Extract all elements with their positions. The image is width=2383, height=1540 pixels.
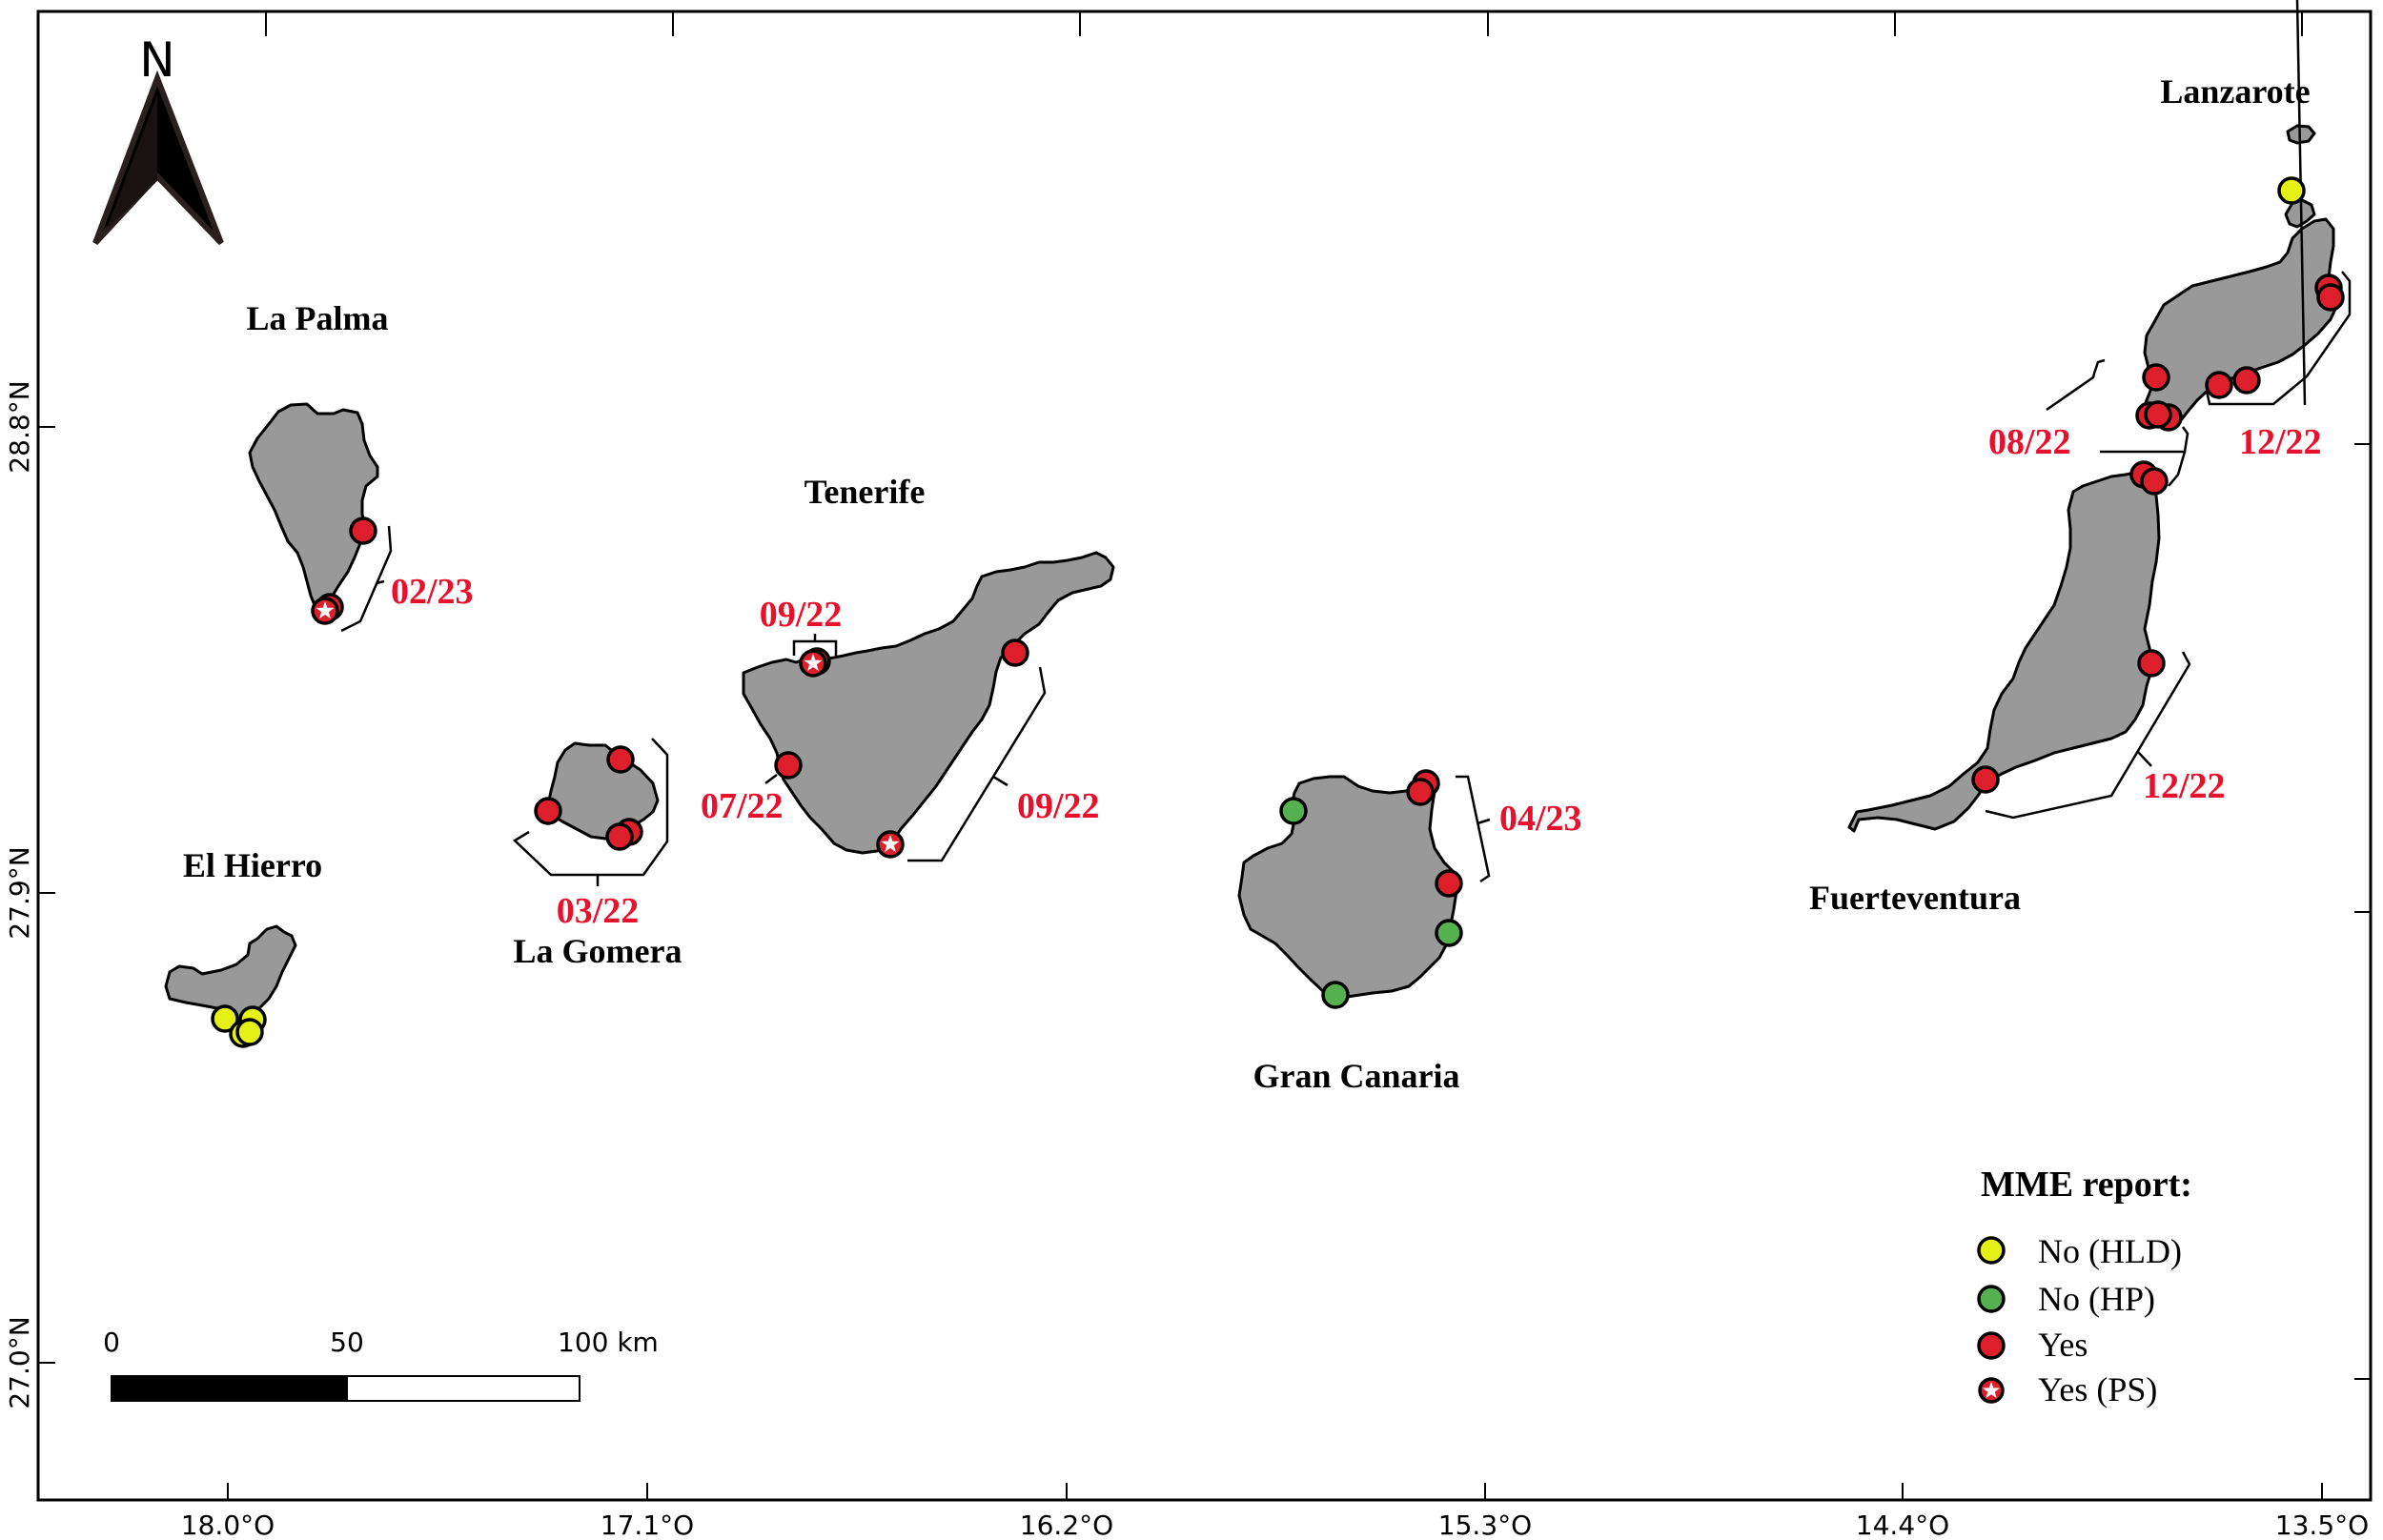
svg-text:Yes: Yes — [2038, 1326, 2088, 1364]
y-axis: 28.8°N 27.9°N 27.0°N — [4, 380, 55, 1409]
map-frame — [36, 10, 2373, 1502]
x-tick-label: 16.2°O — [1020, 1510, 1113, 1540]
green-circle-icon — [1977, 1285, 2006, 1313]
y-tick-label: 28.8°N — [4, 380, 35, 473]
island-el-hierro — [164, 924, 297, 1022]
north-arrow: N — [92, 32, 224, 246]
scale-label-50: 50 — [330, 1327, 364, 1358]
date-labels: 02/23 03/22 09/22 07/22 09/22 04/23 08/2… — [391, 422, 2322, 931]
legend-item-no-hp: No (HP) — [1977, 1280, 2155, 1318]
site-marker-yes — [605, 822, 634, 851]
date-label-tenerife-southeast: 09/22 — [1017, 786, 1100, 826]
site-marker-yes — [2140, 467, 2169, 496]
site-marker-yes — [2137, 649, 2166, 678]
label-lanzarote: Lanzarote — [2160, 72, 2310, 111]
site-marker-yes — [2144, 400, 2172, 429]
site-marker-yes — [1001, 638, 1029, 667]
x-axis: 18.0°O 17.1°O 16.2°O 15.3°O 14.4°O 13.5°… — [181, 1483, 2369, 1540]
site-marker-yes — [1406, 778, 1435, 806]
yellow-circle-icon — [1977, 1236, 2006, 1265]
islands — [164, 124, 2339, 1022]
x-tick-label: 14.4°O — [1856, 1510, 1949, 1540]
top-ticks — [265, 11, 2303, 36]
x-tick-label: 15.3°O — [1438, 1510, 1532, 1540]
site-marker-yes — [2316, 283, 2345, 312]
svg-text:No (HLD): No (HLD) — [2038, 1232, 2182, 1270]
svg-text:No (HP): No (HP) — [2038, 1280, 2155, 1318]
scale-bar: 0 50 100 km — [103, 1327, 659, 1402]
site-marker-no-hp — [1279, 797, 1308, 825]
x-tick-label: 17.1°O — [601, 1510, 694, 1540]
site-marker-yes — [1435, 869, 1463, 898]
star-icon — [881, 835, 900, 853]
site-marker-yes — [2232, 366, 2261, 395]
site-marker-yes — [1971, 765, 2000, 794]
island-la-palma — [248, 402, 379, 612]
site-marker-yes — [349, 517, 377, 545]
label-el-hierro: El Hierro — [183, 846, 322, 884]
date-label-fuerteventura: 12/22 — [2143, 766, 2226, 806]
scale-label-0: 0 — [103, 1327, 120, 1358]
label-tenerife: Tenerife — [805, 473, 926, 511]
site-markers — [211, 176, 2345, 1048]
date-label-la-gomera: 03/22 — [557, 891, 640, 931]
site-marker-no-hp — [1435, 919, 1463, 947]
site-marker-no-hld — [211, 1004, 239, 1033]
date-label-lanzarote-west: 08/22 — [1988, 422, 2071, 462]
label-gran-canaria: Gran Canaria — [1253, 1057, 1459, 1095]
date-label-la-palma: 02/23 — [391, 572, 474, 612]
svg-text:Yes (PS): Yes (PS) — [2038, 1370, 2157, 1408]
island-lanzarote — [2141, 217, 2339, 427]
label-la-gomera: La Gomera — [514, 932, 682, 970]
island-labels: La Palma El Hierro La Gomera Tenerife Gr… — [183, 72, 2311, 1095]
right-ticks — [2354, 443, 2371, 1380]
site-marker-no-hld — [2277, 176, 2306, 205]
x-tick-label: 13.5°O — [2275, 1510, 2369, 1540]
island-gran-canaria — [1237, 775, 1458, 1001]
site-marker-no-hp — [1321, 981, 1350, 1009]
report-brackets — [340, 0, 2352, 886]
legend-item-yes-ps: Yes (PS) — [1978, 1370, 2157, 1408]
site-marker-yes — [774, 751, 803, 780]
legend-title: MME report: — [1981, 1165, 2192, 1205]
site-marker-yes — [2142, 363, 2170, 392]
label-la-palma: La Palma — [247, 299, 389, 337]
star-icon — [316, 601, 335, 619]
island-la-gomera — [546, 741, 660, 841]
site-marker-yes — [606, 745, 635, 774]
site-marker-yes — [534, 797, 562, 825]
island-fuerteventura — [1847, 465, 2161, 833]
date-label-gran-canaria: 04/23 — [1499, 799, 1582, 839]
scale-label-100: 100 km — [558, 1327, 659, 1358]
legend-item-no-hld: No (HLD) — [1977, 1232, 2182, 1270]
date-label-tenerife-north: 09/22 — [760, 595, 843, 635]
y-tick-label: 27.0°N — [4, 1316, 35, 1408]
x-tick-label: 18.0°O — [181, 1510, 275, 1540]
y-tick-label: 27.9°N — [4, 846, 35, 939]
island-tenerife — [742, 551, 1115, 855]
date-label-tenerife-west: 07/22 — [701, 786, 784, 826]
star-icon — [1983, 1382, 2000, 1398]
red-circle-icon — [1977, 1331, 2006, 1360]
date-label-lanzarote-east: 12/22 — [2239, 422, 2322, 462]
label-fuerteventura: Fuerteventura — [1809, 879, 2021, 917]
legend-item-yes: Yes — [1977, 1326, 2088, 1364]
site-marker-no-hld — [235, 1018, 264, 1046]
legend: MME report: No (HLD) No (HP) Yes Yes (PS… — [1977, 1165, 2192, 1408]
star-icon — [804, 654, 823, 672]
site-marker-yes — [2205, 371, 2233, 399]
